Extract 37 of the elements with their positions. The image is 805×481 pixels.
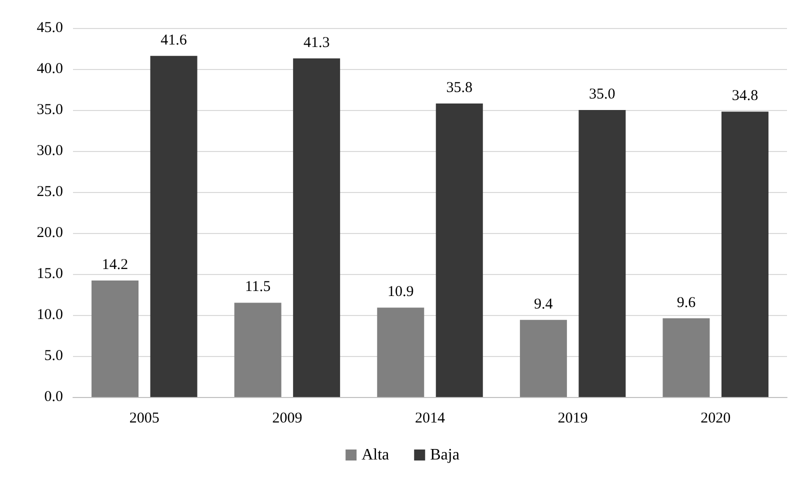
data-label: 35.8: [446, 80, 472, 96]
x-tick-label: 2020: [700, 410, 731, 426]
bar: [92, 280, 139, 397]
x-tick-label: 2019: [558, 410, 588, 426]
bar: [578, 110, 626, 397]
y-tick-label: 35.0: [36, 102, 63, 118]
y-tick-label: 15.0: [36, 266, 63, 282]
bar: [150, 56, 198, 397]
bar: [662, 318, 710, 397]
legend-label: Alta: [362, 446, 390, 464]
legend-label: Baja: [430, 446, 460, 464]
x-tick-label: 2005: [129, 410, 160, 426]
y-tick-label: 10.0: [36, 307, 63, 323]
bar: [520, 320, 567, 397]
y-tick-label: 0.0: [44, 389, 63, 405]
bar: [293, 58, 340, 397]
data-label: 9.4: [534, 296, 554, 312]
y-tick-label: 20.0: [36, 225, 63, 241]
y-tick-label: 5.0: [44, 348, 63, 364]
data-label: 10.9: [388, 284, 414, 300]
bar: [377, 308, 424, 397]
data-label: 34.8: [732, 88, 758, 104]
bar: [436, 103, 483, 397]
data-label: 11.5: [244, 279, 271, 296]
data-label: 41.3: [303, 34, 330, 51]
x-tick-label: 2009: [272, 410, 302, 426]
x-tick-label: 2014: [415, 410, 446, 426]
y-tick-label: 30.0: [36, 143, 63, 159]
y-tick-label: 40.0: [36, 61, 63, 77]
data-label: 9.6: [676, 294, 696, 311]
data-label: 41.6: [160, 32, 188, 48]
bar: [234, 302, 282, 397]
data-label: 14.2: [102, 257, 128, 274]
bar: [721, 112, 768, 397]
y-tick-label: 45.0: [36, 20, 63, 36]
y-tick-label: 25.0: [36, 184, 63, 200]
data-label: 35.0: [589, 86, 616, 102]
